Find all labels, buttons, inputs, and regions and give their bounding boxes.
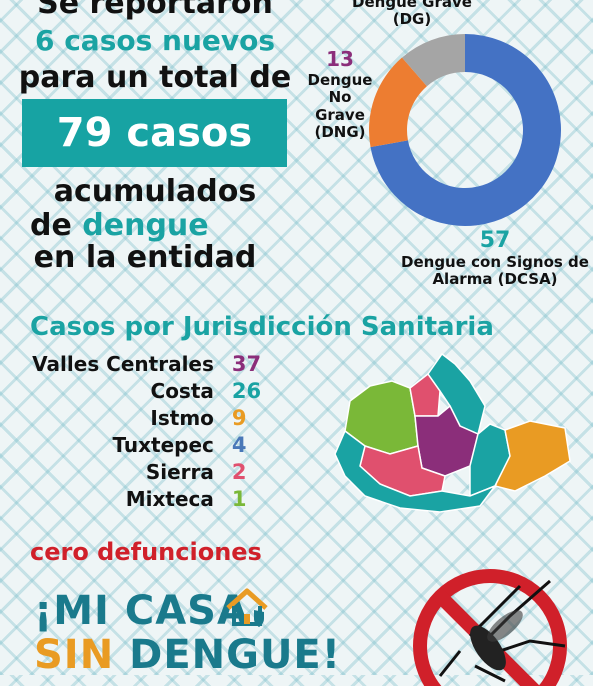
headline-accumulated: acumulados [53, 174, 257, 209]
label-dcsa-count: 57 [479, 228, 511, 253]
jurisdiction-value: 37 [231, 351, 262, 376]
slogan-line1: ¡MI CASA [34, 588, 249, 634]
map-region-tuxtepec [427, 352, 486, 436]
jurisdiction-value: 26 [231, 378, 262, 403]
jurisdiction-row: Costa 26 [10, 377, 280, 404]
jurisdiction-row: Tuxtepec 4 [10, 431, 280, 458]
headline-total-prefix: para un total de [18, 60, 292, 95]
jurisdiction-name: Sierra [145, 459, 214, 484]
donut-chart [369, 34, 561, 226]
headline-entity: en la entidad [33, 240, 257, 275]
slogan-dengue: DENGUE! [129, 632, 341, 678]
house-shield-icon [226, 588, 268, 627]
label-dng: Dengue No Grave (DNG) [307, 71, 373, 141]
label-dg: Dengue Grave (DG) [352, 0, 472, 29]
jurisdiction-title: Casos por Jurisdicción Sanitaria [30, 312, 494, 342]
headline-reported: Se reportaron [37, 0, 273, 21]
slogan-sin: SIN [34, 632, 115, 678]
donut-slice-1 [369, 57, 427, 148]
label-dng-count: 13 [326, 47, 354, 71]
headline-of-word: de [30, 208, 72, 243]
jurisdiction-row: Istmo 9 [10, 404, 280, 431]
map-region-istmo [493, 420, 571, 492]
donut-slice-2 [402, 34, 465, 87]
label-dcsa: Dengue con Signos de Alarma (DCSA) [401, 253, 589, 289]
map-region-sierra-north [409, 372, 441, 417]
jurisdiction-row: Valles Centrales 37 [10, 350, 280, 377]
jurisdiction-name: Istmo [150, 405, 214, 430]
oaxaca-map [334, 352, 571, 513]
total-cases-text: 79 casos [56, 110, 253, 156]
jurisdiction-name: Valles Centrales [32, 351, 214, 376]
jurisdiction-value: 9 [231, 405, 247, 430]
donut-slice-0 [370, 34, 561, 226]
jurisdiction-row: Mixteca 1 [10, 485, 280, 512]
map-region-costa [334, 429, 498, 513]
headline-of-dengue: de dengue [20, 208, 230, 243]
jurisdiction-row: Sierra 2 [10, 458, 280, 485]
total-cases-box: 79 casos [22, 99, 287, 167]
headline-dengue-word: dengue [82, 208, 209, 243]
slogan-line2: SIN DENGUE! [34, 632, 341, 678]
jurisdiction-value: 4 [231, 432, 247, 457]
zero-deaths-text: cero defunciones [30, 538, 262, 566]
jurisdiction-value: 2 [231, 459, 247, 484]
no-mosquito-icon [413, 569, 567, 686]
jurisdiction-name: Mixteca [125, 486, 214, 511]
jurisdiction-name: Tuxtepec [112, 432, 214, 457]
headline-new-cases: 6 casos nuevos [34, 24, 276, 57]
jurisdiction-value: 1 [231, 486, 247, 511]
jurisdiction-name: Costa [150, 378, 214, 403]
